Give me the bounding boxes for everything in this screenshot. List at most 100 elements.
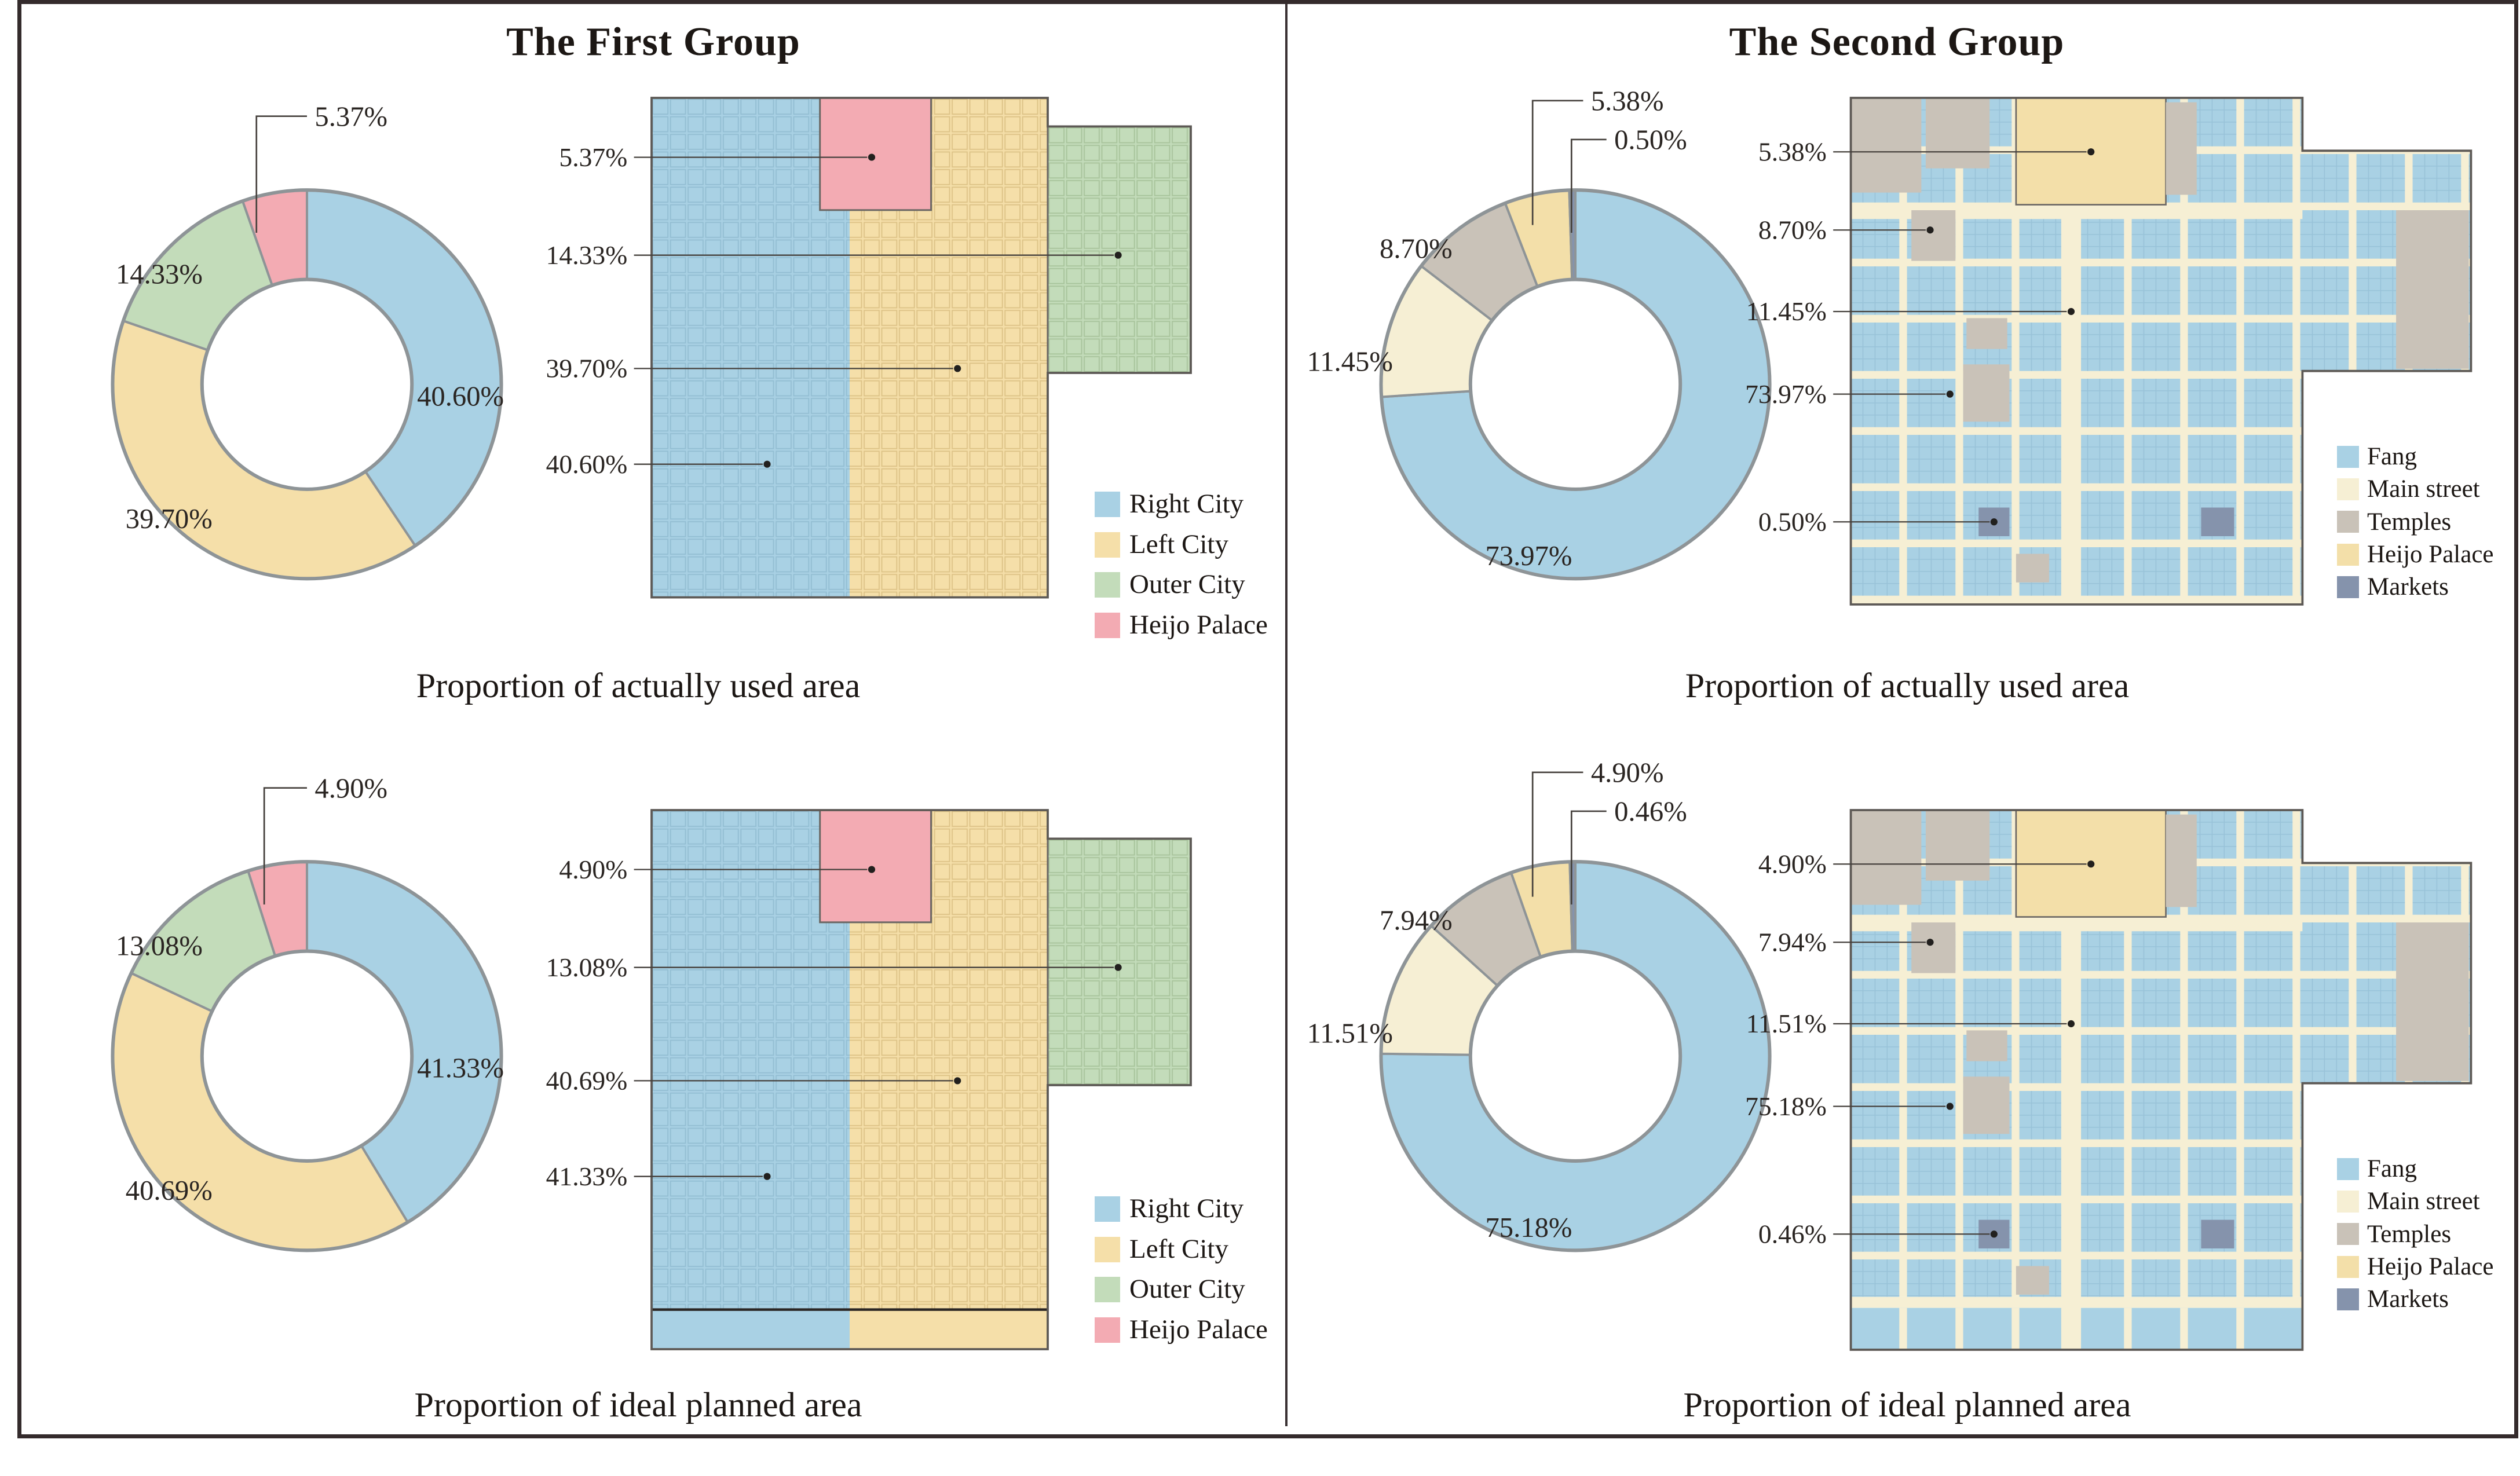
- map-region-left-city-extension: [850, 1309, 1048, 1349]
- legend-item-right-city: Right City: [1095, 489, 1268, 519]
- donut-label-left-city: 40.69%: [126, 1175, 213, 1206]
- leader-line: [1531, 771, 1583, 897]
- map-region-outer-city: [1047, 125, 1192, 374]
- legend-label: Fang: [2367, 443, 2417, 470]
- legend-label: Heijo Palace: [1129, 610, 1268, 640]
- map-region-right-city: [652, 810, 850, 1310]
- legend-swatch-icon: [1095, 491, 1120, 517]
- legend-label: Left City: [1129, 529, 1228, 559]
- legend-label: Right City: [1129, 489, 1244, 519]
- legend-item-temples: Temples: [2337, 508, 2494, 536]
- legend-label: Temples: [2367, 508, 2452, 536]
- legend-swatch-icon: [2337, 1190, 2359, 1213]
- first-group-title: The First Group: [506, 20, 800, 64]
- legend-label: Main street: [2367, 1188, 2480, 1215]
- legend-swatch-icon: [2337, 576, 2359, 598]
- legend-swatch-icon: [2337, 511, 2359, 533]
- legend-item-main-street: Main street: [2337, 1188, 2494, 1215]
- map-region-right-city-extension: [652, 1309, 850, 1349]
- donut-label-heijo-palace: 4.90%: [314, 772, 387, 804]
- map-label: 4.90%: [559, 855, 627, 884]
- legend-label: Fang: [2367, 1155, 2417, 1182]
- donut-outer-ring: [1379, 860, 1772, 1252]
- legend-item-markets: Markets: [2337, 1285, 2494, 1313]
- map-region-right-city: [652, 98, 850, 598]
- city-map-regions: [1849, 97, 2473, 606]
- map-label: 13.08%: [546, 953, 628, 982]
- donut-slices: [1380, 860, 1771, 1252]
- legend-second-actual: Fang Main street Temples Heijo Palace Market…: [2337, 443, 2494, 606]
- city-map-regions: [1849, 809, 2473, 1351]
- map-region-heijo-palace: [819, 97, 932, 211]
- city-map-regions: [650, 809, 1192, 1350]
- legend-item-heijo-palace: Heijo Palace: [2337, 541, 2494, 568]
- map-outline: [650, 97, 1192, 599]
- donut-inner-ring: [200, 949, 414, 1163]
- legend-item-fang: Fang: [2337, 443, 2494, 470]
- legend-label: Outer City: [1129, 1274, 1245, 1305]
- legend-swatch-icon: [1095, 1196, 1120, 1222]
- map-label: 40.69%: [546, 1066, 628, 1096]
- map-temples: [1850, 98, 2469, 583]
- donut-inner-ring: [1468, 949, 1683, 1163]
- legend-label: Outer City: [1129, 569, 1245, 600]
- legend-item-outer-city: Outer City: [1095, 1274, 1268, 1305]
- donut-label-main-street: 11.45%: [1307, 346, 1393, 377]
- donut-slice-left-city: [111, 319, 417, 580]
- map-label: 39.70%: [546, 354, 628, 383]
- map-region-fang-blocks: [1850, 98, 2471, 605]
- city-map-first-actual: 5.37% 14.33% 39.70% 40.60%: [546, 97, 1192, 599]
- legend-label: Heijo Palace: [2367, 1252, 2494, 1280]
- city-map-regions: [650, 97, 1192, 599]
- map-label: 14.33%: [546, 240, 628, 270]
- donut-inner-ring: [1468, 277, 1683, 491]
- legend-label: Main street: [2367, 475, 2480, 503]
- leader-line: [1570, 810, 1607, 905]
- legend-swatch-icon: [1095, 1236, 1120, 1262]
- leader-line: [255, 115, 307, 233]
- legend-label: Markets: [2367, 573, 2449, 601]
- map-label: 5.37%: [559, 142, 627, 172]
- legend-swatch-icon: [1095, 572, 1120, 598]
- donut-label-heijo-palace: 5.38%: [1591, 86, 1664, 117]
- map-label: 5.38%: [1758, 137, 1827, 166]
- legend-item-fang: Fang: [2337, 1155, 2494, 1182]
- map-label: 0.50%: [1758, 507, 1827, 536]
- legend-item-main-street: Main street: [2337, 475, 2494, 503]
- map-region-outer-city: [1047, 837, 1192, 1086]
- legend-item-left-city: Left City: [1095, 529, 1268, 560]
- legend-label: Temples: [2367, 1220, 2452, 1248]
- legend-item-markets: Markets: [2337, 573, 2494, 600]
- legend-swatch-icon: [2337, 1288, 2359, 1310]
- caption-second-ideal: Proportion of ideal planned area: [1683, 1386, 2131, 1424]
- city-map-second-ideal: 4.90% 7.94% 11.51% 75.18% 0.46%: [1745, 809, 2473, 1351]
- legend-item-outer-city: Outer City: [1095, 570, 1268, 600]
- legend-swatch-icon: [1095, 612, 1120, 638]
- donut-label-fang: 73.97%: [1485, 540, 1572, 572]
- donut-label-left-city: 39.70%: [126, 503, 213, 534]
- leader-line: [263, 787, 307, 905]
- donut-outer-ring: [111, 860, 503, 1252]
- map-label: 7.94%: [1758, 927, 1827, 957]
- map-label: 4.90%: [1758, 849, 1827, 878]
- map-label: 8.70%: [1758, 215, 1827, 244]
- legend-swatch-icon: [2337, 1158, 2359, 1180]
- donut-label-heijo-palace: 5.37%: [314, 101, 387, 132]
- legend-label: Heijo Palace: [2367, 540, 2494, 568]
- legend-second-ideal: Fang Main street Temples Heijo Palace Market…: [2337, 1155, 2494, 1318]
- legend-label: Right City: [1129, 1193, 1244, 1224]
- donut-second-ideal: 4.90% 0.46% 75.18% 11.51% 7.94%: [1307, 757, 1772, 1252]
- donut-slice-left-city: [111, 971, 409, 1252]
- caption-first-ideal: Proportion of ideal planned area: [414, 1386, 862, 1424]
- legend-swatch-icon: [1095, 1277, 1120, 1303]
- donut-label-outer-city: 13.08%: [116, 930, 203, 961]
- donut-label-right-city: 40.60%: [417, 381, 504, 412]
- legend-swatch-icon: [2337, 478, 2359, 500]
- donut-first-ideal: 4.90% 41.33% 40.69% 13.08%: [111, 772, 504, 1252]
- legend-first-ideal: Right City Left City Outer City Heijo Palac…: [1095, 1193, 1268, 1356]
- donut-label-markets: 0.50%: [1614, 124, 1687, 156]
- map-label: 41.33%: [546, 1162, 628, 1191]
- donut-outer-ring: [1379, 188, 1772, 581]
- legend-first-actual: Right City Left City Outer City Heijo Palac…: [1095, 489, 1268, 651]
- donut-label-markets: 0.46%: [1614, 796, 1687, 827]
